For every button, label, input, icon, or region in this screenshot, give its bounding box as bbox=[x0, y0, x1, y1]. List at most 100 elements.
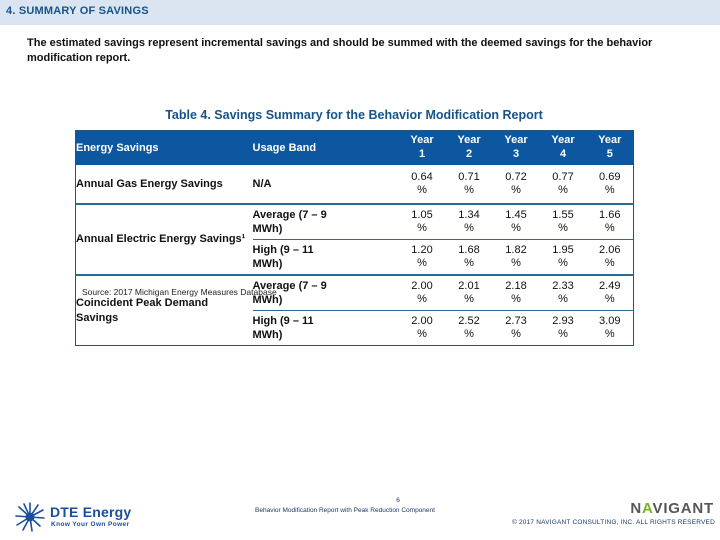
table-row: Annual Gas Energy Savings N/A 0.64% 0.71… bbox=[76, 165, 634, 204]
value: 1.82 bbox=[505, 243, 527, 256]
value: 1.45 bbox=[505, 208, 527, 221]
value-cell: 2.00% bbox=[398, 274, 446, 311]
source-note: Source: 2017 Michigan Energy Measures Da… bbox=[82, 287, 277, 297]
value-cell: 1.55% bbox=[539, 203, 587, 240]
savings-table: Energy Savings Usage Band Year 1 Year 2 … bbox=[75, 130, 634, 346]
value-cell: 2.33% bbox=[539, 274, 587, 311]
percent-sign: % bbox=[604, 328, 615, 340]
value: 2.52 bbox=[458, 314, 480, 327]
dte-logo-text: DTE Energy bbox=[50, 504, 132, 520]
value-cell: 3.09% bbox=[586, 310, 634, 346]
value-cell: 1.05% bbox=[398, 203, 446, 240]
col-header-year-1: Year 1 bbox=[398, 130, 446, 165]
percent-sign: % bbox=[558, 184, 568, 196]
percent-sign: % bbox=[511, 257, 521, 269]
section-title: 4. SUMMARY OF SAVINGS bbox=[6, 5, 149, 17]
row-label-electric: Annual Electric Energy Savings¹ bbox=[75, 203, 253, 275]
percent-sign: % bbox=[464, 257, 474, 269]
dte-tagline: Know Your Own Power bbox=[51, 521, 130, 528]
usage-band-cell: Average (7 – 9 MWh) bbox=[252, 203, 399, 240]
percent-sign: % bbox=[511, 293, 521, 305]
col-header-year-3: Year 3 bbox=[492, 130, 540, 165]
table-row: High (9 – 11 MWh) 2.00% 2.52% 2.73% 2.93… bbox=[76, 310, 634, 346]
value: 1.20 bbox=[411, 243, 433, 256]
percent-sign: % bbox=[417, 257, 427, 269]
col-header-energy-savings: Energy Savings bbox=[75, 130, 253, 165]
table-title: Table 4. Savings Summary for the Behavio… bbox=[165, 108, 543, 122]
value: 2.18 bbox=[505, 279, 527, 292]
percent-sign: % bbox=[604, 184, 615, 196]
percent-sign: % bbox=[511, 328, 521, 340]
percent-sign: % bbox=[604, 293, 615, 305]
value: 2.93 bbox=[552, 314, 574, 327]
usage-band-cell: Average (7 – 9 MWh) bbox=[252, 274, 399, 311]
intro-paragraph: The estimated savings represent incremen… bbox=[27, 37, 653, 64]
value: 2.06 bbox=[599, 243, 621, 256]
value-cell: 1.82% bbox=[492, 239, 540, 275]
footer-report-title: Behavior Modification Report with Peak R… bbox=[255, 506, 435, 514]
table-row: High (9 – 11 MWh) 1.20% 1.68% 1.82% 1.95… bbox=[76, 239, 634, 275]
value: 2.49 bbox=[599, 279, 621, 292]
value: 0.69 bbox=[599, 170, 621, 183]
value: 1.05 bbox=[411, 208, 433, 221]
table-header-row: Energy Savings Usage Band Year 1 Year 2 … bbox=[75, 130, 634, 165]
copyright-notice: © 2017 NAVIGANT CONSULTING, INC. ALL RIG… bbox=[511, 519, 715, 526]
starburst-icon bbox=[13, 500, 47, 539]
value-cell: 0.71% bbox=[446, 165, 493, 204]
value-cell: 2.52% bbox=[445, 310, 493, 346]
value-cell: 0.64% bbox=[399, 165, 446, 204]
value: 2.33 bbox=[552, 279, 574, 292]
percent-sign: % bbox=[417, 328, 427, 340]
percent-sign: % bbox=[464, 222, 474, 234]
navigant-letters-rest: VIGANT bbox=[652, 500, 714, 517]
table-row: Coincident Peak Demand Savings Average (… bbox=[75, 274, 634, 346]
percent-sign: % bbox=[417, 184, 427, 196]
percent-sign: % bbox=[604, 222, 615, 234]
value: 2.73 bbox=[505, 314, 527, 327]
value: 0.72 bbox=[505, 170, 527, 183]
value: 1.68 bbox=[458, 243, 480, 256]
value-cell: 2.06% bbox=[586, 239, 634, 275]
table-row: Annual Electric Energy Savings¹ Average … bbox=[75, 203, 634, 275]
value-cell: 2.00% bbox=[398, 310, 446, 346]
value: 1.55 bbox=[552, 208, 574, 221]
footer-center: 6 Behavior Modification Report with Peak… bbox=[180, 496, 510, 516]
navigant-logo: NAVIGANT bbox=[630, 500, 714, 517]
value: 2.00 bbox=[411, 279, 433, 292]
value: 1.66 bbox=[599, 208, 621, 221]
col-header-year-5: Year 5 bbox=[586, 130, 634, 165]
percent-sign: % bbox=[417, 222, 427, 234]
row-label-gas: Annual Gas Energy Savings bbox=[76, 177, 223, 190]
value-cell: 1.20% bbox=[398, 239, 446, 275]
col-header-usage-band: Usage Band bbox=[252, 130, 399, 165]
col-header-year-2: Year 2 bbox=[445, 130, 493, 165]
usage-band-cell: High (9 – 11 MWh) bbox=[252, 310, 399, 346]
col-header-year-4: Year 4 bbox=[539, 130, 587, 165]
value-cell: 1.95% bbox=[539, 239, 587, 275]
value-cell: 0.69% bbox=[587, 165, 634, 204]
row-label-coincident: Coincident Peak Demand Savings bbox=[75, 274, 253, 346]
value: 0.71 bbox=[458, 170, 480, 183]
percent-sign: % bbox=[558, 328, 568, 340]
percent-sign: % bbox=[511, 184, 521, 196]
value-cell: 2.93% bbox=[539, 310, 587, 346]
value-cell: 2.49% bbox=[586, 274, 634, 311]
navigant-letter-n: N bbox=[630, 500, 642, 517]
section-header-bar: 4. SUMMARY OF SAVINGS bbox=[0, 0, 720, 25]
value: 1.95 bbox=[552, 243, 574, 256]
percent-sign: % bbox=[417, 293, 427, 305]
savings-table-container: Energy Savings Usage Band Year 1 Year 2 … bbox=[75, 130, 634, 346]
percent-sign: % bbox=[511, 222, 521, 234]
slide-number: 6 bbox=[396, 497, 400, 504]
navigant-letter-a-green: A bbox=[642, 500, 653, 517]
percent-sign: % bbox=[464, 293, 474, 305]
value: 0.77 bbox=[552, 170, 574, 183]
value-cell: 0.72% bbox=[493, 165, 540, 204]
value-cell: 0.77% bbox=[540, 165, 587, 204]
percent-sign: % bbox=[464, 184, 474, 196]
value-cell: 1.45% bbox=[492, 203, 540, 240]
value-cell: 1.34% bbox=[445, 203, 493, 240]
percent-sign: % bbox=[604, 257, 615, 269]
value: 0.64 bbox=[411, 170, 433, 183]
percent-sign: % bbox=[558, 257, 568, 269]
